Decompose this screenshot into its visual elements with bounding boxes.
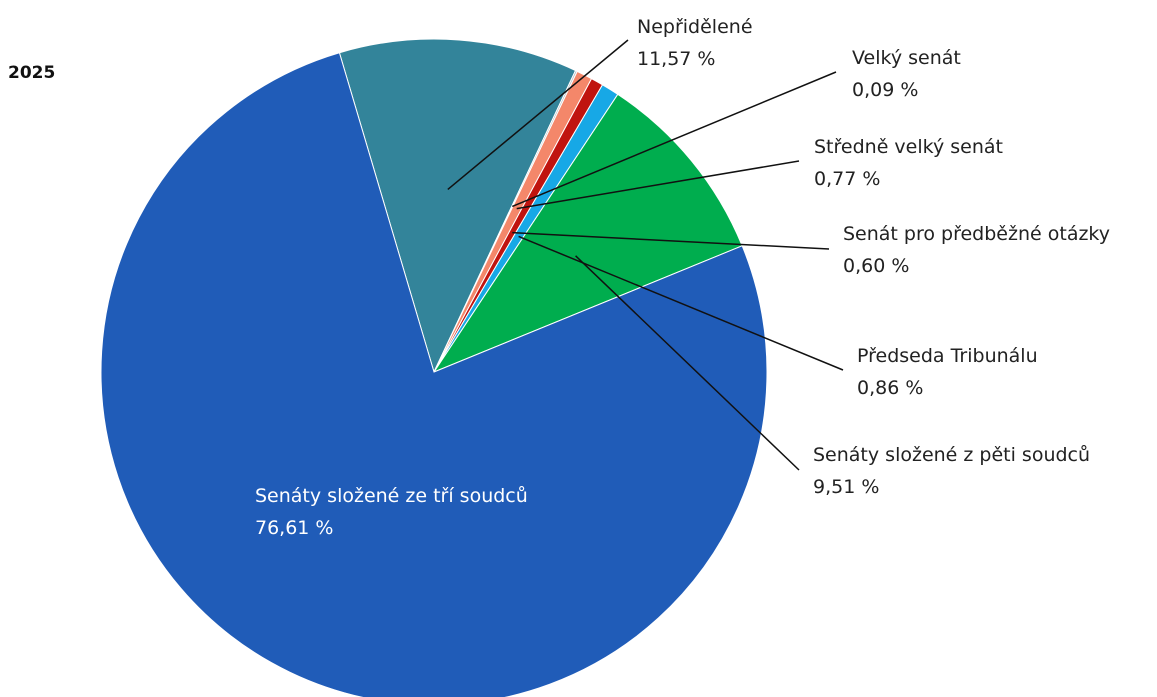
slice-label-nepridelene: Nepřidělené: [637, 16, 753, 38]
pie-slices: [100, 38, 768, 697]
leader-line-senat-pro-predbezne-otazky: [512, 231, 830, 250]
pie-slice-senaty-slozene-ze-tri-soudcu: [100, 52, 768, 697]
slice-label-senaty-slozene-ze-tri-soudcu: Senáty složené ze tří soudců: [255, 485, 528, 507]
slice-label-senaty-slozene-z-peti-soudcu: Senáty složené z pěti soudců: [813, 444, 1090, 466]
pie-slice-senaty-slozene-z-peti-soudcu: [432, 93, 743, 374]
slice-label-velky-senat: Velký senát: [852, 47, 961, 69]
slice-value-senaty-slozene-z-peti-soudcu: 9,51 %: [813, 476, 879, 498]
pie-slice-nepridelene: [338, 38, 577, 374]
slice-label-senat-pro-predbezne-otazky: Senát pro předběžné otázky: [843, 223, 1110, 245]
slice-value-nepridelene: 11,57 %: [637, 48, 716, 70]
slice-value-velky-senat: 0,09 %: [852, 79, 918, 101]
leader-line-velky-senat: [512, 71, 837, 208]
slice-value-predseda-tribunalu: 0,86 %: [857, 377, 923, 399]
slice-value-senat-pro-predbezne-otazky: 0,60 %: [843, 255, 909, 277]
leader-lines: [447, 39, 844, 471]
leader-line-nepridelene: [447, 39, 629, 190]
slice-label-predseda-tribunalu: Předseda Tribunálu: [857, 345, 1038, 367]
chart-title: 2025: [8, 63, 55, 83]
slice-labels: Nepřidělené 11,57 % Velký senát 0,09 % Střed…: [255, 16, 1110, 539]
leader-line-senaty-slozene-z-peti-soudcu: [575, 255, 800, 471]
leader-line-predseda-tribunalu: [518, 235, 844, 371]
leader-line-stredne-velky-senat: [516, 160, 800, 210]
slice-value-stredne-velky-senat: 0,77 %: [814, 168, 880, 190]
slice-label-stredne-velky-senat: Středně velký senát: [814, 136, 1003, 158]
slice-value-senaty-slozene-ze-tri-soudcu: 76,61 %: [255, 517, 334, 539]
